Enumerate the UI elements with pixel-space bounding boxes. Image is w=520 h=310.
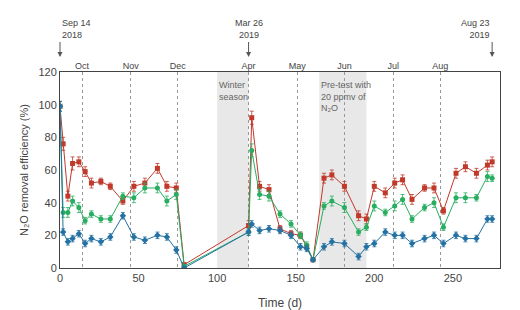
svg-text:Apr: Apr [242,61,256,71]
svg-text:20: 20 [45,229,57,241]
svg-text:60: 60 [45,164,57,176]
svg-text:Dec: Dec [170,61,187,71]
svg-text:Sep 142018: Sep 142018 [62,18,91,40]
svg-text:Oct: Oct [75,61,90,71]
svg-text:Jul: Jul [387,61,399,71]
svg-text:200: 200 [365,272,383,284]
svg-text:May: May [289,61,307,71]
svg-text:150: 150 [287,272,305,284]
svg-text:100: 100 [208,272,226,284]
svg-text:Pre-test with20 ppmv ofN₂O: Pre-test with20 ppmv ofN₂O [321,80,371,113]
svg-text:250: 250 [444,272,462,284]
svg-text:0: 0 [57,272,63,284]
svg-text:Mar 262019: Mar 262019 [235,18,263,40]
svg-text:Time (d): Time (d) [258,296,302,310]
svg-text:Aug: Aug [432,61,448,71]
svg-text:Aug 232019: Aug 232019 [461,18,490,40]
svg-text:80: 80 [45,131,57,143]
svg-text:Nov: Nov [123,61,140,71]
svg-text:40: 40 [45,197,57,209]
svg-text:Jun: Jun [337,61,352,71]
svg-text:100: 100 [38,99,56,111]
svg-text:Winterseason: Winterseason [219,80,248,102]
svg-text:N₂O removal efficiency (%): N₂O removal efficiency (%) [18,104,30,236]
svg-text:120: 120 [38,66,56,78]
svg-text:50: 50 [132,272,144,284]
svg-text:0: 0 [51,262,57,274]
